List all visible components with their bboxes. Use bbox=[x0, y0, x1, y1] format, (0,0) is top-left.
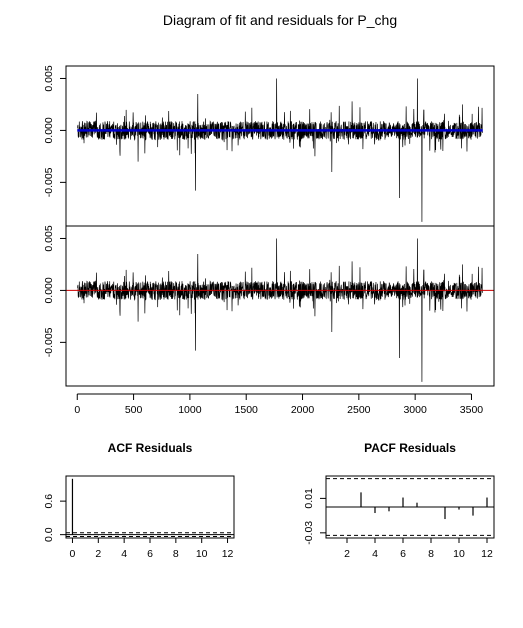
y-tick-label: -0.03 bbox=[303, 521, 315, 545]
x-tick-label: 8 bbox=[173, 548, 179, 560]
acf-y-axis: 0.0 0.6 bbox=[43, 494, 66, 542]
x-tick-label: 0 bbox=[70, 548, 76, 560]
x-tick-label: 4 bbox=[372, 548, 378, 560]
x-tick-label: 1000 bbox=[178, 404, 202, 416]
x-tick-label: 12 bbox=[481, 548, 493, 560]
x-tick-label: 10 bbox=[196, 548, 208, 560]
y-tick-label: -0.005 bbox=[43, 167, 55, 197]
x-tick-label: 8 bbox=[428, 548, 434, 560]
x-tick-label: 3000 bbox=[403, 404, 427, 416]
pacf-panel: PACF Residuals 0.01 -0.03 2 4 6 8 10 12 bbox=[303, 441, 495, 560]
y-tick-label: 0.01 bbox=[303, 488, 315, 509]
acf-title: ACF Residuals bbox=[108, 441, 193, 455]
y-tick-label: 0.005 bbox=[43, 65, 55, 91]
y-tick-label: 0.6 bbox=[43, 494, 55, 509]
x-tick-label: 10 bbox=[453, 548, 465, 560]
x-tick-label: 500 bbox=[125, 404, 143, 416]
pacf-x-axis: 2 4 6 8 10 12 bbox=[344, 538, 493, 560]
acf-bars bbox=[66, 478, 234, 537]
pacf-y-axis: 0.01 -0.03 bbox=[303, 488, 326, 545]
x-tick-label: 2000 bbox=[291, 404, 315, 416]
x-tick-label: 6 bbox=[400, 548, 406, 560]
pacf-bars bbox=[326, 478, 494, 536]
y-tick-label: 0.000 bbox=[43, 277, 55, 303]
y-tick-label: 0.0 bbox=[43, 527, 55, 542]
series-line bbox=[76, 238, 483, 382]
x-tick-label: 3500 bbox=[460, 404, 484, 416]
y-tick-label: 0.000 bbox=[43, 117, 55, 143]
figure-title: Diagram of fit and residuals for P_chg bbox=[163, 12, 397, 28]
residuals-x-axis: 0 500 1000 1500 2000 2500 3000 3500 bbox=[74, 393, 484, 416]
x-tick-label: 2 bbox=[344, 548, 350, 560]
x-tick-label: 12 bbox=[222, 548, 234, 560]
acf-x-axis: 0 2 4 6 8 10 12 bbox=[70, 538, 234, 560]
residuals-y-axis: 0.005 0.000 -0.005 bbox=[43, 225, 66, 357]
acf-panel: ACF Residuals 0.0 0.6 0 2 4 6 8 10 12 bbox=[43, 441, 235, 560]
fit-series bbox=[76, 78, 483, 222]
pacf-title: PACF Residuals bbox=[364, 441, 456, 455]
x-tick-label: 0 bbox=[74, 404, 80, 416]
fit-y-axis: 0.005 0.000 -0.005 bbox=[43, 65, 66, 197]
residuals-panel-frame bbox=[65, 225, 495, 387]
pacf-panel-frame bbox=[325, 475, 495, 539]
x-tick-label: 6 bbox=[147, 548, 153, 560]
series-line bbox=[76, 78, 483, 222]
x-tick-label: 4 bbox=[121, 548, 127, 560]
x-tick-label: 2500 bbox=[347, 404, 371, 416]
y-tick-label: 0.005 bbox=[43, 225, 55, 251]
y-tick-label: -0.005 bbox=[43, 327, 55, 357]
residuals-panel: 0.005 0.000 -0.005 0 500 1000 1500 2000 2500 300… bbox=[43, 225, 495, 416]
x-tick-label: 2 bbox=[95, 548, 101, 560]
x-tick-label: 1500 bbox=[235, 404, 259, 416]
residuals-series bbox=[76, 238, 483, 382]
